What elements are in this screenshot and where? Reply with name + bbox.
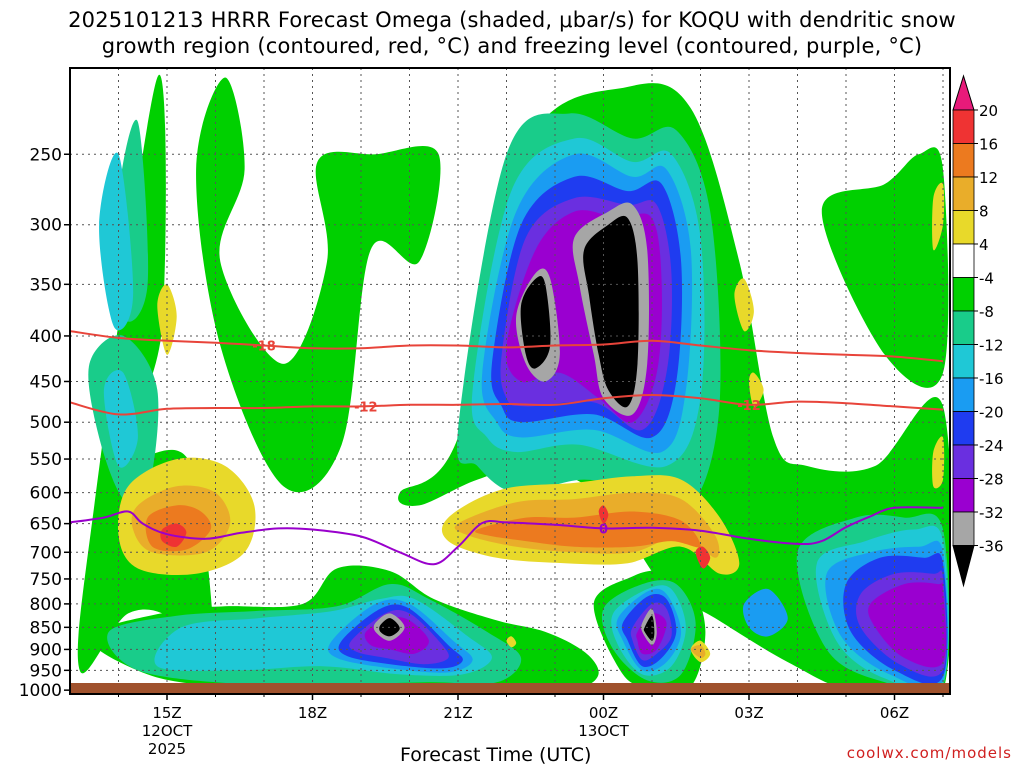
omega-region-8-51 bbox=[506, 636, 517, 648]
colorbar-label-8: 8 bbox=[979, 203, 989, 221]
colorbar-swatch-4 bbox=[952, 243, 975, 278]
contour-label-0: -18 bbox=[252, 339, 276, 354]
contour-label-1: -12 bbox=[354, 400, 378, 415]
colorbar-swatch--24 bbox=[952, 444, 975, 479]
x-axis-label: Forecast Time (UTC) bbox=[400, 744, 592, 766]
contour-freezing-2 bbox=[70, 506, 944, 566]
colorbar-swatch-8 bbox=[952, 210, 975, 245]
x-tick-date-15Z: 12OCT bbox=[142, 722, 193, 740]
y-tick-label-350: 350 bbox=[30, 275, 62, 295]
colorbar-label-16: 16 bbox=[979, 136, 998, 154]
omega-region--12-12 bbox=[99, 152, 134, 331]
colorbar-label--8: -8 bbox=[979, 303, 994, 321]
colorbar-swatch--20 bbox=[952, 411, 975, 446]
colorbar-swatch--4 bbox=[952, 277, 975, 312]
x-tick-label-00Z: 00Z bbox=[589, 704, 618, 722]
colorbar-label--20: -20 bbox=[979, 404, 1004, 422]
y-tick-label-400: 400 bbox=[30, 327, 62, 347]
y-tick-label-800: 800 bbox=[30, 595, 62, 615]
colorbar-swatch--28 bbox=[952, 478, 975, 513]
y-tick-label-450: 450 bbox=[30, 372, 62, 392]
omega-region--4-1 bbox=[196, 77, 441, 493]
y-tick-label-550: 550 bbox=[30, 450, 62, 470]
colorbar-label--4: -4 bbox=[979, 270, 994, 288]
y-tick-label-600: 600 bbox=[30, 484, 62, 504]
y-tick-label-250: 250 bbox=[30, 145, 62, 165]
colorbar-label--28: -28 bbox=[979, 471, 1004, 489]
ground-bar bbox=[70, 683, 950, 694]
chart-title-line2: growth region (contoured, red, °C) and f… bbox=[101, 34, 923, 58]
colorbar-label-12: 12 bbox=[979, 169, 998, 187]
x-tick-label-15Z: 15Z bbox=[152, 704, 181, 722]
omega-region-8-49 bbox=[932, 436, 945, 489]
chart-title-line1: 2025101213 HRRR Forecast Omega (shaded, … bbox=[68, 8, 956, 32]
y-tick-label-750: 750 bbox=[30, 570, 62, 590]
colorbar-swatch-20 bbox=[952, 109, 975, 144]
x-tick-label-18Z: 18Z bbox=[298, 704, 327, 722]
y-tick-label-700: 700 bbox=[30, 543, 62, 563]
colorbar-label--32: -32 bbox=[979, 504, 1004, 522]
colorbar-top-arrow bbox=[952, 74, 975, 111]
y-tick-label-950: 950 bbox=[30, 661, 62, 681]
colorbar-swatch--8 bbox=[952, 310, 975, 345]
x-tick-label-06Z: 06Z bbox=[880, 704, 909, 722]
y-tick-label-1000: 1000 bbox=[19, 681, 62, 701]
colorbar-swatch--16 bbox=[952, 377, 975, 412]
contour-dgz-0 bbox=[70, 330, 944, 363]
contour-label-3: 0 bbox=[599, 522, 608, 537]
contour-dgz-1 bbox=[70, 393, 944, 416]
colorbar-label--16: -16 bbox=[979, 370, 1004, 388]
credit-text: coolwx.com/models bbox=[846, 744, 1012, 762]
omega-region--12-13 bbox=[103, 369, 138, 468]
colorbar-bottom-arrow bbox=[952, 545, 975, 588]
x-tick-date-00Z: 13OCT bbox=[578, 722, 629, 740]
colorbar-swatch-16 bbox=[952, 143, 975, 178]
colorbar-swatch-12 bbox=[952, 176, 975, 211]
omega-region-16-56 bbox=[475, 511, 701, 548]
omega-region-12-54 bbox=[690, 644, 706, 659]
x-tick-label-03Z: 03Z bbox=[734, 704, 763, 722]
colorbar-swatch--12 bbox=[952, 344, 975, 379]
colorbar-label--12: -12 bbox=[979, 337, 1004, 355]
omega-region--28-34 bbox=[868, 581, 947, 668]
y-tick-label-500: 500 bbox=[30, 413, 62, 433]
colorbar-label-4: 4 bbox=[979, 236, 989, 254]
omega-region-8-48 bbox=[932, 182, 945, 251]
contour-label-2: -12 bbox=[737, 399, 761, 414]
colorbar-label--36: -36 bbox=[979, 538, 1004, 556]
omega-region--36-40 bbox=[583, 215, 639, 408]
y-tick-label-650: 650 bbox=[30, 515, 62, 535]
y-tick-label-900: 900 bbox=[30, 640, 62, 660]
x-tick-label-21Z: 21Z bbox=[443, 704, 472, 722]
y-tick-label-300: 300 bbox=[30, 216, 62, 236]
omega-region-8-47 bbox=[749, 372, 764, 407]
omega-region--16-22 bbox=[742, 588, 788, 637]
omega-region-20-58 bbox=[598, 505, 609, 524]
omega-region-8-45 bbox=[157, 284, 177, 355]
x-tick-year-15Z: 2025 bbox=[148, 740, 186, 758]
omega-region--4-3 bbox=[821, 147, 949, 388]
colorbar-swatch--32 bbox=[952, 511, 975, 546]
colorbar-label-20: 20 bbox=[979, 102, 998, 120]
colorbar-label--24: -24 bbox=[979, 437, 1004, 455]
y-tick-label-850: 850 bbox=[30, 618, 62, 638]
